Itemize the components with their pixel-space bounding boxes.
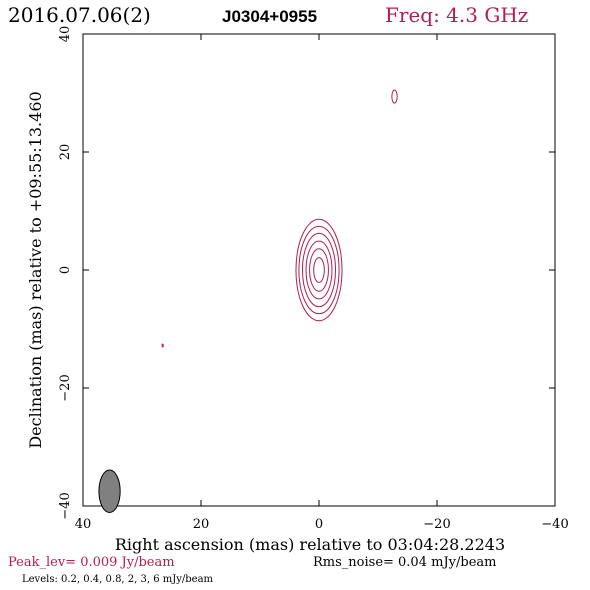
contour-core	[295, 218, 343, 322]
y-tick-label: 20	[58, 144, 73, 161]
contour-core	[309, 248, 329, 292]
y-tick-label: 40	[58, 26, 73, 43]
x-tick-label: −40	[541, 517, 568, 532]
epoch-title: 2016.07.06(2)	[8, 3, 151, 27]
x-tick-label: 0	[315, 517, 323, 532]
contour-core	[305, 240, 333, 300]
contours	[161, 89, 398, 348]
y-axis-label: Declination (mas) relative to +09:55:13.…	[26, 91, 45, 448]
x-tick-label: 20	[193, 517, 210, 532]
peak-level: Peak_lev= 0.009 Jy/beam	[8, 555, 175, 570]
y-tick-labels: −40 −20 0 20 40	[58, 26, 73, 520]
frequency-title: Freq: 4.3 GHz	[385, 3, 528, 27]
contour-core	[313, 257, 325, 283]
plot-frame	[82, 33, 556, 507]
x-tick-label: 40	[75, 517, 92, 532]
rms-noise: Rms_noise= 0.04 mJy/beam	[313, 555, 496, 570]
x-tick-labels: 40 20 0 −20 −40	[75, 517, 569, 532]
x-tick-label: −20	[423, 517, 450, 532]
source-title: J0304+0955	[222, 7, 317, 26]
contour-levels: Levels: 0.2, 0.4, 0.8, 2, 3, 6 mJy/beam	[22, 574, 214, 585]
contour-core	[301, 232, 337, 308]
axis-ticks	[82, 33, 556, 507]
beam-ellipse	[98, 469, 121, 513]
contour-blob-ne	[391, 89, 398, 104]
y-tick-label: −40	[58, 492, 73, 519]
y-tick-label: 0	[58, 266, 73, 274]
contour-blob-w	[161, 343, 164, 348]
contour-core	[298, 225, 340, 315]
beam-ellipse-group	[98, 469, 121, 513]
y-tick-label: −20	[58, 374, 73, 401]
x-axis-label: Right ascension (mas) relative to 03:04:…	[115, 535, 505, 554]
